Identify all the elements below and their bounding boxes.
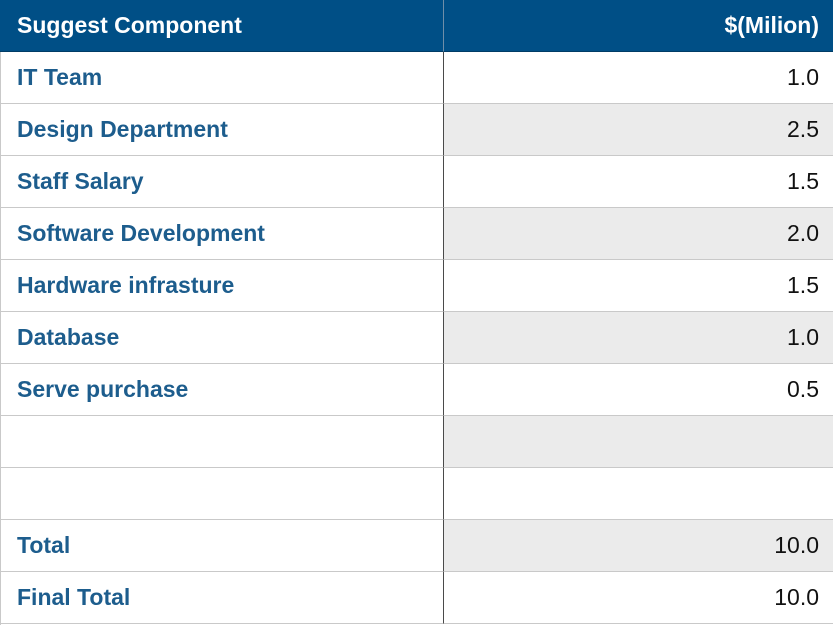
header-amount: $(Milion) (444, 0, 833, 52)
row-label-it-team: IT Team (0, 52, 444, 104)
table-left-border (0, 52, 1, 625)
row-value-database: 1.0 (444, 312, 833, 364)
row-value-serve-purchase: 0.5 (444, 364, 833, 416)
row-label-total: Total (0, 520, 444, 572)
row-label-serve-purchase: Serve purchase (0, 364, 444, 416)
row-label-staff-salary: Staff Salary (0, 156, 444, 208)
row-label-empty-1 (0, 416, 444, 468)
row-value-staff-salary: 1.5 (444, 156, 833, 208)
row-label-design-department: Design Department (0, 104, 444, 156)
row-label-database: Database (0, 312, 444, 364)
row-value-it-team: 1.0 (444, 52, 833, 104)
row-value-empty-2 (444, 468, 833, 520)
header-component: Suggest Component (0, 0, 444, 52)
row-value-total: 10.0 (444, 520, 833, 572)
row-value-final-total: 10.0 (444, 572, 833, 624)
row-label-hardware-infrasture: Hardware infrasture (0, 260, 444, 312)
row-value-empty-1 (444, 416, 833, 468)
row-value-design-department: 2.5 (444, 104, 833, 156)
row-label-empty-2 (0, 468, 444, 520)
row-label-final-total: Final Total (0, 572, 444, 624)
row-label-software-development: Software Development (0, 208, 444, 260)
row-value-software-development: 2.0 (444, 208, 833, 260)
row-value-hardware-infrasture: 1.5 (444, 260, 833, 312)
